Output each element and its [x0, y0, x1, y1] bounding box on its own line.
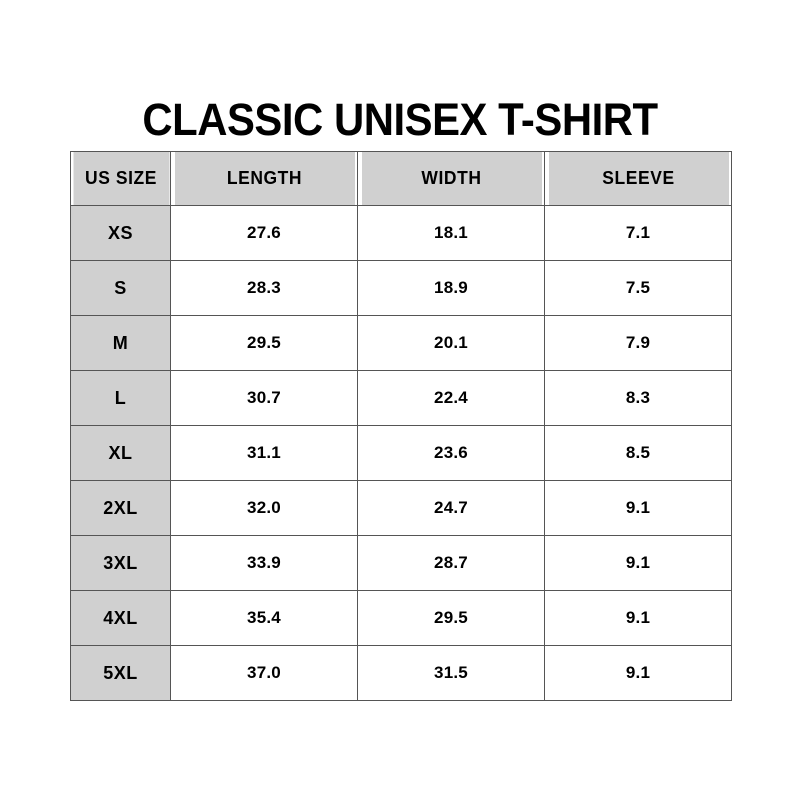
cell-size: 5XL: [70, 645, 171, 701]
cell-length: 33.9: [170, 535, 358, 591]
cell-size: 3XL: [70, 535, 171, 591]
cell-length: 37.0: [170, 645, 358, 701]
cell-size: M: [70, 315, 171, 371]
table-row: 3XL 33.9 28.7 9.1: [70, 535, 732, 591]
table-row: 4XL 35.4 29.5 9.1: [70, 590, 732, 646]
cell-sleeve: 7.9: [544, 315, 732, 371]
cell-size: 2XL: [70, 480, 171, 536]
cell-length: 35.4: [170, 590, 358, 646]
cell-sleeve: 9.1: [544, 645, 732, 701]
cell-length: 32.0: [170, 480, 358, 536]
cell-size: XS: [70, 205, 171, 261]
cell-sleeve: 7.5: [544, 260, 732, 316]
table-row: M 29.5 20.1 7.9: [70, 315, 732, 371]
column-header-sleeve: SLEEVE: [546, 151, 730, 206]
cell-size: S: [70, 260, 171, 316]
cell-width: 18.1: [357, 205, 545, 261]
table-header: US SIZE LENGTH WIDTH SLEEVE: [71, 151, 732, 206]
table-header-row: US SIZE LENGTH WIDTH SLEEVE: [71, 151, 732, 206]
table-row: 5XL 37.0 31.5 9.1: [70, 645, 732, 701]
cell-width: 23.6: [357, 425, 545, 481]
cell-length: 29.5: [170, 315, 358, 371]
table-row: XL 31.1 23.6 8.5: [70, 425, 732, 481]
table-body: XS 27.6 18.1 7.1 S 28.3 18.9 7.5 M 29.5 …: [70, 205, 732, 701]
size-chart-table: US SIZE LENGTH WIDTH SLEEVE XS 27.6 18.1…: [70, 151, 732, 701]
table-row: L 30.7 22.4 8.3: [70, 370, 732, 426]
cell-sleeve: 9.1: [544, 590, 732, 646]
table-row: 2XL 32.0 24.7 9.1: [70, 480, 732, 536]
cell-sleeve: 9.1: [544, 480, 732, 536]
column-header-us-size: US SIZE: [71, 151, 170, 206]
cell-size: 4XL: [70, 590, 171, 646]
cell-length: 27.6: [170, 205, 358, 261]
cell-width: 31.5: [357, 645, 545, 701]
cell-size: XL: [70, 425, 171, 481]
cell-sleeve: 8.3: [544, 370, 732, 426]
cell-length: 31.1: [170, 425, 358, 481]
cell-length: 30.7: [170, 370, 358, 426]
cell-width: 20.1: [357, 315, 545, 371]
column-header-width: WIDTH: [359, 151, 543, 206]
cell-sleeve: 9.1: [544, 535, 732, 591]
cell-width: 28.7: [357, 535, 545, 591]
cell-width: 18.9: [357, 260, 545, 316]
cell-width: 24.7: [357, 480, 545, 536]
cell-width: 29.5: [357, 590, 545, 646]
cell-width: 22.4: [357, 370, 545, 426]
size-chart-table-container: US SIZE LENGTH WIDTH SLEEVE XS 27.6 18.1…: [70, 151, 732, 701]
page-title: CLASSIC UNISEX T-SHIRT: [142, 94, 658, 145]
column-header-length: LENGTH: [172, 151, 356, 206]
cell-length: 28.3: [170, 260, 358, 316]
cell-sleeve: 8.5: [544, 425, 732, 481]
cell-sleeve: 7.1: [544, 205, 732, 261]
cell-size: L: [70, 370, 171, 426]
table-row: XS 27.6 18.1 7.1: [70, 205, 732, 261]
table-row: S 28.3 18.9 7.5: [70, 260, 732, 316]
